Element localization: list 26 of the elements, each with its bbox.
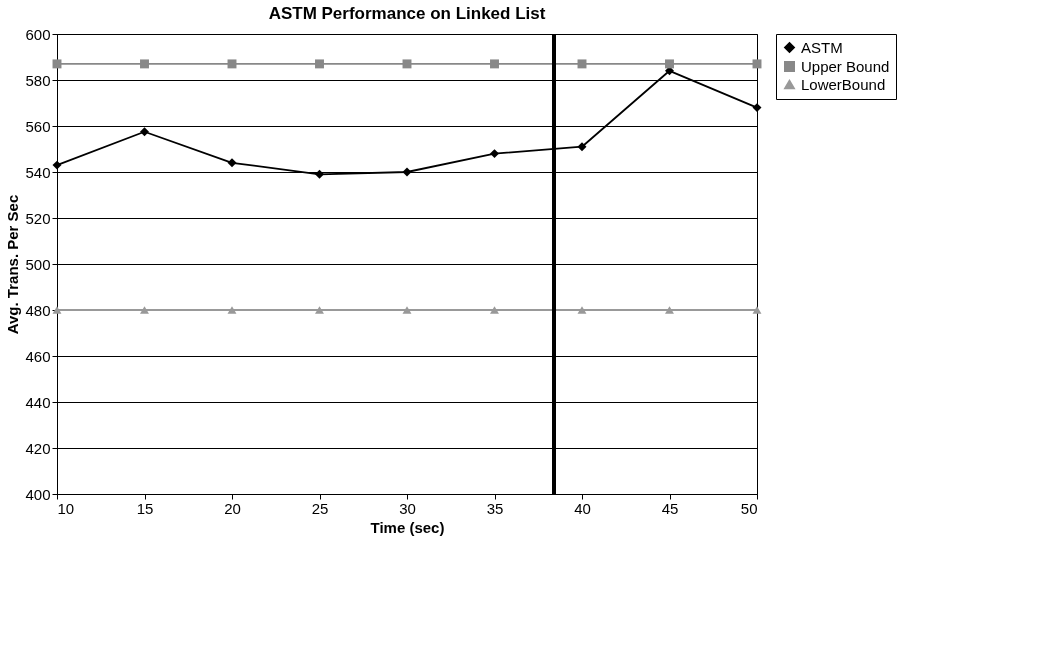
x-tick-label: 45 (661, 499, 679, 517)
y-tick-label: 520 (25, 209, 51, 227)
x-tick-label: 35 (486, 499, 504, 517)
y-tick-label: 460 (25, 347, 51, 365)
y-tick-label: 440 (25, 393, 51, 411)
y-tick-label: 580 (25, 71, 51, 89)
y-tick-label: 500 (25, 255, 51, 273)
x-tick-label: 15 (136, 499, 154, 517)
x-tick-label: 20 (224, 499, 241, 517)
y-tick-label: 480 (25, 301, 51, 319)
chart-title: ASTM Performance on Linked List (268, 4, 546, 23)
y-tick-label: 540 (25, 163, 51, 181)
y-tick-label: 420 (25, 439, 51, 457)
y-tick-label: 560 (25, 117, 51, 135)
legend-label: ASTM (801, 38, 843, 56)
legend-label: Upper Bound (801, 57, 890, 75)
x-tick-label: 50 (740, 499, 758, 517)
x-axis-title: Time (sec) (370, 518, 445, 536)
x-tick-label: 25 (311, 499, 329, 517)
x-tick-label: 10 (57, 499, 75, 517)
y-tick-label: 400 (25, 485, 51, 503)
y-tick-label: 600 (25, 25, 51, 43)
legend-label: LowerBound (801, 75, 886, 93)
y-axis-title: Avg. Trans. Per Sec (4, 194, 22, 335)
x-tick-label: 30 (399, 499, 416, 517)
x-tick-label: 40 (574, 499, 591, 517)
